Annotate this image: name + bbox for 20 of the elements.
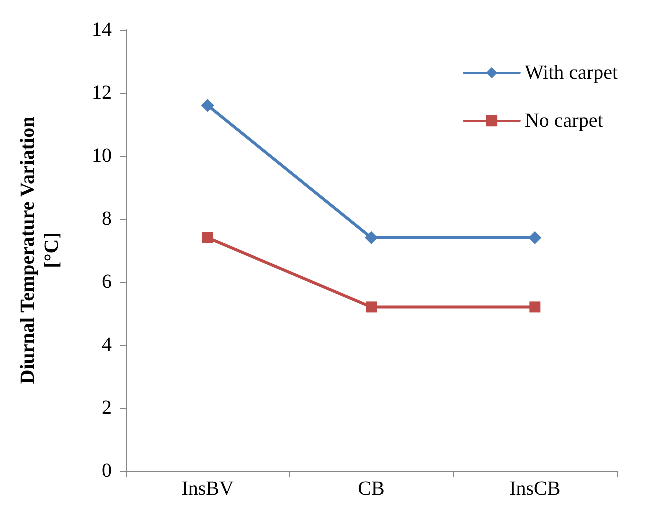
point	[201, 99, 214, 112]
point	[366, 302, 377, 313]
y-tick-label: 12	[92, 82, 112, 104]
y-tick-label: 2	[102, 397, 112, 419]
point	[528, 231, 542, 244]
y-tick-label: 0	[102, 460, 112, 482]
point	[365, 231, 378, 244]
y-tick-label: 4	[102, 334, 112, 356]
x-tick-label: InsCB	[510, 478, 561, 500]
y-tick-label: 10	[92, 145, 112, 167]
legend-label: With carpet	[524, 62, 618, 84]
legend-label: No carpet	[524, 110, 604, 132]
y-axis-title: Diurnal Temperature Variation [°C]	[17, 116, 63, 384]
y-tick-label: 6	[102, 271, 112, 293]
point	[530, 302, 541, 313]
point	[202, 232, 214, 244]
x-tick-label: CB	[358, 478, 385, 500]
y-tick-label: 8	[102, 208, 112, 230]
y-tick-label: 14	[92, 19, 112, 41]
x-tick-label: InsBV	[182, 478, 234, 500]
